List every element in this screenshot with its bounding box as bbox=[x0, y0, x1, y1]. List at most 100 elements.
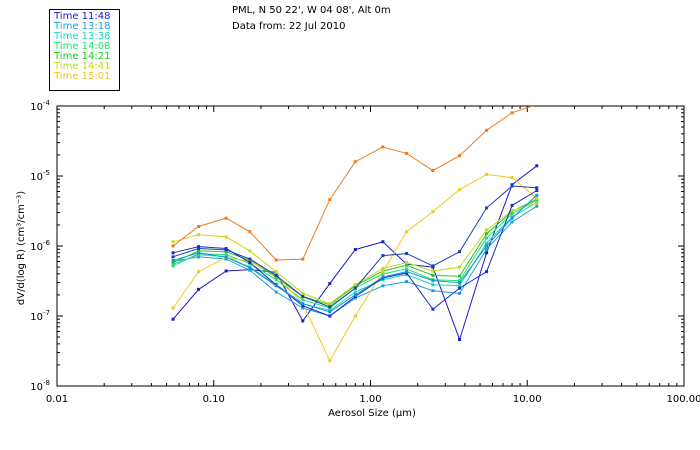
data-point bbox=[301, 304, 305, 308]
y-tick-label: 10-6 bbox=[30, 239, 50, 253]
data-point bbox=[274, 270, 278, 274]
data-point bbox=[197, 245, 201, 249]
data-point bbox=[301, 306, 305, 310]
data-point bbox=[485, 173, 489, 177]
data-point bbox=[248, 268, 252, 272]
data-point bbox=[171, 262, 175, 266]
legend-item: Time 13:18 bbox=[54, 21, 111, 32]
data-point bbox=[274, 275, 278, 279]
legend-item: Time 14:08 bbox=[54, 41, 111, 52]
x-tick-label: 0.10 bbox=[203, 394, 225, 405]
data-point bbox=[171, 240, 175, 244]
y-axis-label: dV/d(log R) (cm³/cm⁻³) bbox=[16, 191, 27, 305]
data-point bbox=[485, 244, 489, 248]
data-point bbox=[510, 216, 514, 220]
y-tick-label: 10-4 bbox=[30, 99, 50, 113]
data-point bbox=[431, 289, 435, 293]
data-point bbox=[248, 230, 252, 234]
data-point bbox=[405, 273, 409, 277]
data-point bbox=[485, 251, 489, 255]
data-point bbox=[535, 196, 539, 200]
data-point bbox=[328, 359, 332, 363]
data-point bbox=[458, 284, 462, 288]
data-point bbox=[510, 184, 514, 188]
data-point bbox=[485, 206, 489, 210]
data-point bbox=[353, 160, 357, 164]
data-point bbox=[248, 257, 252, 261]
data-point bbox=[248, 266, 252, 270]
data-point bbox=[405, 263, 409, 267]
data-point bbox=[535, 186, 539, 190]
data-point bbox=[353, 294, 357, 298]
data-point bbox=[510, 176, 514, 180]
data-point bbox=[248, 261, 252, 265]
data-point bbox=[274, 290, 278, 294]
data-point bbox=[171, 306, 175, 310]
data-point bbox=[431, 307, 435, 311]
data-point bbox=[171, 261, 175, 265]
y-tick-label: 10-8 bbox=[30, 379, 50, 393]
data-point bbox=[197, 287, 201, 291]
data-point bbox=[328, 282, 332, 286]
x-tick-label: 1.00 bbox=[359, 394, 381, 405]
data-point bbox=[510, 212, 514, 216]
data-point bbox=[301, 319, 305, 323]
data-point bbox=[458, 281, 462, 285]
data-point bbox=[353, 286, 357, 290]
data-point bbox=[405, 270, 409, 274]
data-point bbox=[301, 298, 305, 302]
data-point bbox=[485, 228, 489, 232]
data-point bbox=[485, 247, 489, 251]
data-point bbox=[458, 338, 462, 342]
data-point bbox=[353, 296, 357, 300]
data-point bbox=[510, 209, 514, 213]
data-point bbox=[197, 255, 201, 259]
data-point bbox=[353, 248, 357, 252]
data-point bbox=[510, 203, 514, 207]
data-point bbox=[535, 164, 539, 168]
data-point bbox=[274, 258, 278, 262]
data-point bbox=[301, 302, 305, 306]
data-point bbox=[381, 284, 385, 288]
y-tick-label: 10-7 bbox=[30, 309, 50, 323]
data-point bbox=[224, 253, 228, 257]
data-point bbox=[171, 317, 175, 321]
data-point bbox=[381, 270, 385, 274]
date-header: Data from: 22 Jul 2010 bbox=[232, 21, 346, 32]
data-point bbox=[431, 264, 435, 268]
data-point bbox=[405, 280, 409, 284]
data-point bbox=[535, 204, 539, 208]
location-header: PML, N 50 22', W 04 08', Alt 0m bbox=[232, 5, 391, 16]
data-point bbox=[485, 232, 489, 236]
data-point bbox=[171, 259, 175, 263]
data-point bbox=[381, 275, 385, 279]
data-point bbox=[381, 254, 385, 258]
data-point bbox=[224, 255, 228, 259]
data-point bbox=[224, 247, 228, 251]
data-point bbox=[405, 230, 409, 234]
data-point bbox=[353, 290, 357, 294]
data-point bbox=[171, 264, 175, 268]
data-point bbox=[248, 249, 252, 253]
data-point bbox=[381, 240, 385, 244]
data-point bbox=[458, 286, 462, 290]
data-point bbox=[224, 257, 228, 261]
data-point bbox=[485, 236, 489, 240]
data-point bbox=[458, 279, 462, 283]
data-point bbox=[535, 106, 539, 107]
data-point bbox=[274, 278, 278, 282]
data-point bbox=[535, 201, 539, 205]
data-point bbox=[535, 189, 539, 193]
data-point bbox=[405, 151, 409, 155]
data-point bbox=[328, 302, 332, 306]
x-axis-label: Aerosol Size (µm) bbox=[328, 408, 416, 419]
x-tick-label: 0.01 bbox=[46, 394, 68, 405]
data-point bbox=[224, 250, 228, 254]
data-point bbox=[197, 270, 201, 274]
legend-item: Time 14:21 bbox=[54, 51, 111, 62]
data-point bbox=[274, 284, 278, 288]
data-point bbox=[171, 255, 175, 259]
data-point bbox=[405, 261, 409, 265]
data-point bbox=[405, 267, 409, 271]
